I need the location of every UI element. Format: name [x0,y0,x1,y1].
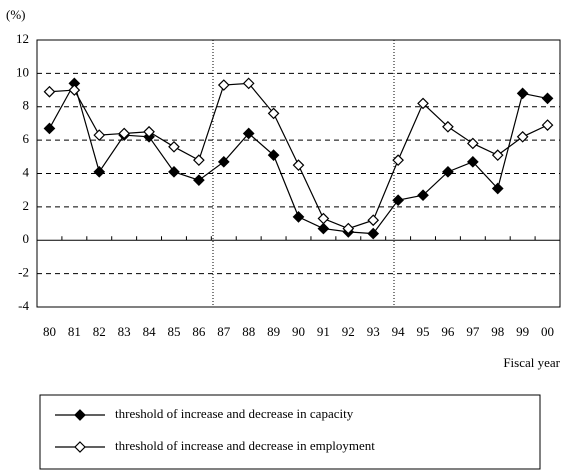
marker [217,79,230,91]
x-tick-label: 95 [417,324,430,339]
x-tick-label: 85 [167,324,180,339]
x-tick-label: 97 [466,324,480,339]
x-tick-label: 00 [541,324,554,339]
marker [342,222,355,235]
y-tick-label: 4 [23,164,30,179]
marker [392,194,404,207]
marker [292,159,305,172]
x-tick-label: 88 [242,324,255,339]
marker [93,129,106,141]
x-tick-label: 98 [491,324,504,339]
marker [392,154,404,166]
x-tick-label: 93 [367,324,380,339]
legend-label: threshold of increase and decrease in ca… [115,406,354,421]
legend [39,394,541,470]
marker [93,165,106,178]
x-tick-label: 94 [392,324,406,339]
marker [541,119,554,131]
marker [442,120,454,133]
marker [417,97,429,110]
marker [143,125,155,138]
x-tick-label: 86 [192,324,206,339]
marker [43,122,56,135]
y-tick-label: 0 [23,231,30,246]
x-tick-label: 99 [516,324,529,339]
marker [442,165,454,178]
marker [267,107,280,120]
y-tick-label: -2 [18,265,29,280]
marker [367,214,380,227]
y-tick-label: 8 [23,98,30,113]
x-tick-label: 90 [292,324,305,339]
x-tick-label: 89 [267,324,280,339]
x-tick-label: 84 [143,324,157,339]
marker [242,127,255,140]
x-tick-label: 81 [68,324,81,339]
marker [193,154,205,166]
marker [466,155,479,168]
marker [541,92,554,105]
marker [118,127,131,140]
marker [491,182,504,195]
x-tick-label: 92 [342,324,355,339]
marker [367,227,380,240]
marker [317,222,330,235]
x-tick-label: 82 [93,324,106,339]
marker [466,137,479,150]
x-tick-label: 96 [441,324,455,339]
y-tick-label: -4 [18,298,29,313]
marker [193,174,205,187]
marker [168,140,180,153]
x-tick-label: 87 [217,324,231,339]
x-tick-label: 83 [118,324,131,339]
y-tick-label: 12 [16,31,29,46]
x-tick-label: 91 [317,324,330,339]
y-tick-label: 10 [16,64,29,79]
marker [242,77,255,90]
marker [168,165,180,178]
marker [43,85,56,98]
legend-marker [74,441,86,453]
x-tick-label: 80 [43,324,56,339]
marker [317,212,330,225]
marker [516,130,529,143]
y-tick-label: 2 [23,198,30,213]
marker [217,155,230,168]
y-axis-label: (%) [6,7,26,22]
marker [267,149,280,161]
x-axis-label: Fiscal year [503,355,560,370]
legend-marker [74,409,86,421]
marker [68,84,81,96]
marker [516,87,529,100]
marker [292,211,305,223]
legend-label: threshold of increase and decrease in em… [115,438,375,453]
y-tick-label: 6 [23,131,30,146]
marker [417,189,429,202]
marker [491,149,504,161]
